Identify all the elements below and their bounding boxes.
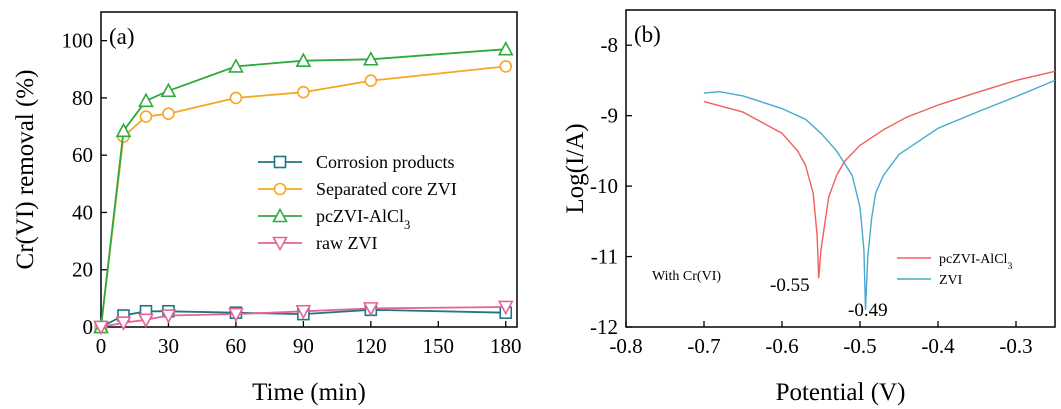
legend-label: Corrosion products [316, 152, 455, 172]
legend-label: pcZVI-AlCl3 [316, 206, 410, 232]
x-tick-label: -0.7 [687, 334, 720, 358]
x-tick-label: -0.4 [921, 334, 955, 358]
panel-b-x-axis-title: Potential (V) [776, 379, 906, 406]
y-tick-label: -12 [590, 315, 618, 339]
data-point [160, 309, 177, 324]
panel-a-label: (a) [109, 24, 135, 49]
x-tick-label: -0.8 [609, 334, 642, 358]
data-point [228, 307, 244, 323]
panel-a-y-axis-title: Cr(VI) removal (%) [12, 70, 39, 270]
series-3 [93, 300, 514, 336]
y-tick-label: 20 [72, 258, 93, 282]
data-point [362, 302, 379, 317]
x-tick-label: 180 [490, 334, 522, 358]
x-tick-label: 0 [96, 334, 107, 358]
series-2 [93, 41, 514, 334]
panel-b-series-group [703, 70, 1056, 311]
panel-b-label: (b) [634, 22, 661, 47]
panel-b-chart: -0.8 -0.7 -0.6 -0.5 -0.4 -0.3 -12 -11 -10 -9 -8 (… [562, 9, 1056, 406]
data-point [364, 74, 378, 88]
y-tick-label: 80 [72, 86, 93, 110]
x-tick-label: 60 [225, 334, 246, 358]
data-point [139, 110, 153, 123]
y-tick-label: -11 [591, 245, 618, 269]
panel-b-condition-annotation: With Cr(VI) [652, 269, 721, 284]
x-tick-label: 30 [158, 334, 179, 358]
panel-b-y-axis-title: Log(I/A) [562, 123, 589, 213]
x-tick-label: 120 [355, 334, 387, 358]
panel-a-legend: Corrosion products Separated core ZVI pcZV… [258, 152, 457, 253]
panel-b-y-ticks: -12 -11 -10 -9 -8 [590, 33, 632, 339]
series-line-2 [100, 48, 506, 328]
series-0 [703, 70, 1056, 279]
y-tick-label: 0 [83, 315, 94, 339]
data-point [295, 304, 312, 320]
x-tick-label: -0.5 [843, 334, 876, 358]
panel-a-chart: 0 30 60 90 120 150 180 0 20 40 60 80 100 (a) Time (… [12, 11, 522, 406]
x-tick-label: -0.6 [765, 334, 798, 358]
panel-b-potential-annotation-1: -0.55 [770, 275, 810, 296]
legend-marker [273, 155, 287, 169]
legend-label: ZVI [939, 273, 963, 288]
panel-a-plot-frame [100, 11, 518, 328]
panel-a-series-group [93, 41, 514, 336]
data-point [297, 85, 310, 99]
data-point [160, 82, 177, 98]
data-point [138, 313, 154, 329]
data-point [115, 316, 132, 331]
y-tick-label: 60 [72, 143, 93, 167]
data-point [499, 60, 513, 73]
data-point [93, 320, 109, 336]
x-tick-label: -0.3 [999, 334, 1032, 358]
data-point [115, 122, 132, 138]
data-point [362, 51, 379, 66]
x-tick-label: 90 [293, 334, 314, 358]
data-point [497, 300, 514, 316]
series-1 [703, 79, 1056, 311]
legend-marker [273, 182, 287, 196]
legend-label: pcZVI-AlCl3 [939, 252, 1012, 272]
panel-b-potential-annotation-2: -0.49 [848, 300, 888, 321]
data-point [162, 107, 175, 120]
legend-marker [272, 207, 288, 223]
y-tick-label: -8 [601, 33, 619, 57]
data-point [228, 58, 244, 73]
panel-a-x-ticks: 0 30 60 90 120 150 180 [96, 321, 522, 358]
data-point [497, 41, 514, 56]
panel-b-plot-frame [625, 9, 1056, 328]
y-tick-label: -10 [590, 174, 618, 198]
series-line-0 [703, 70, 1056, 279]
data-point [295, 52, 312, 67]
panel-a-x-axis-title: Time (min) [252, 379, 366, 406]
legend-label: Separated core ZVI [316, 179, 457, 199]
legend-marker [272, 236, 288, 252]
data-point [138, 92, 154, 108]
y-tick-label: 100 [62, 29, 94, 53]
legend-label: raw ZVI [316, 233, 377, 253]
x-tick-label: 150 [423, 334, 455, 358]
data-point [229, 91, 243, 105]
panel-b-x-ticks: -0.8 -0.7 -0.6 -0.5 -0.4 -0.3 [609, 321, 1033, 358]
y-tick-label: -9 [601, 104, 619, 128]
series-line-1 [703, 79, 1056, 311]
y-tick-label: 40 [72, 200, 93, 224]
panel-a-y-ticks: 0 20 40 60 80 100 [62, 29, 107, 339]
